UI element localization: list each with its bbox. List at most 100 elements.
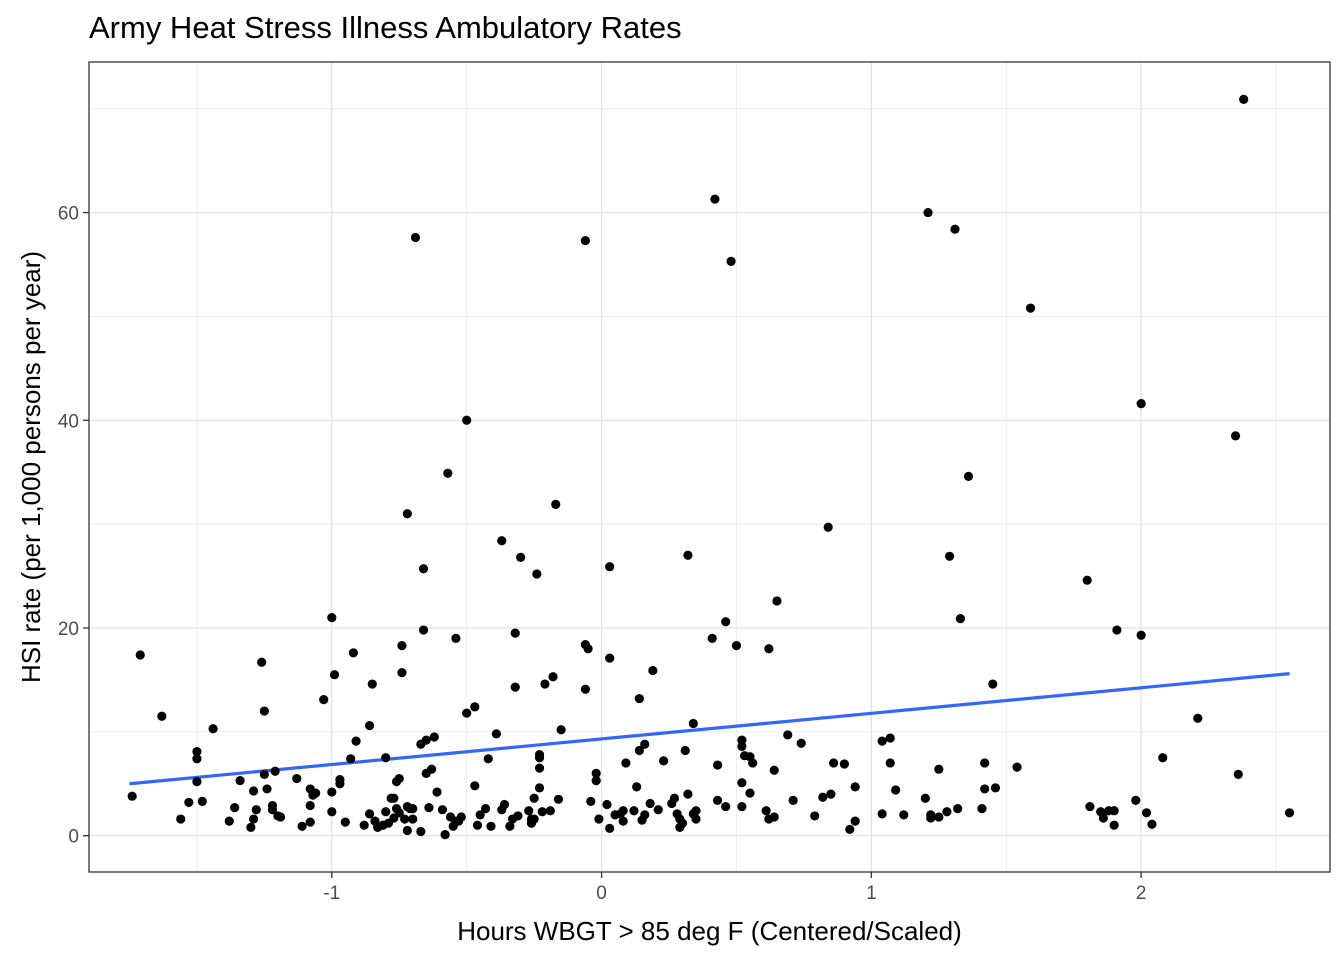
data-point xyxy=(748,758,758,768)
data-point xyxy=(677,818,688,828)
data-point xyxy=(480,804,491,814)
data-point xyxy=(602,799,612,810)
data-point xyxy=(629,806,639,816)
data-point xyxy=(389,793,399,803)
data-point xyxy=(591,776,601,786)
data-point xyxy=(246,822,256,832)
data-point xyxy=(605,823,615,833)
chart-title: Army Heat Stress Illness Ambulatory Rate… xyxy=(89,10,682,45)
data-point xyxy=(491,729,501,739)
data-point xyxy=(327,807,337,817)
data-point xyxy=(208,724,218,734)
y-tick-label: 60 xyxy=(58,204,79,225)
data-point xyxy=(510,682,520,692)
data-point xyxy=(945,551,955,561)
data-point xyxy=(829,758,839,768)
data-point xyxy=(418,625,429,635)
data-point xyxy=(270,766,280,776)
data-point xyxy=(618,816,628,826)
data-point xyxy=(680,745,690,756)
data-point xyxy=(745,788,755,798)
x-tick-label: 2 xyxy=(1136,883,1147,904)
data-point xyxy=(364,809,375,819)
data-point xyxy=(540,679,550,689)
data-point xyxy=(1025,303,1036,313)
data-point xyxy=(1233,769,1243,779)
data-point xyxy=(235,776,245,786)
data-point xyxy=(548,672,558,682)
data-point xyxy=(707,633,717,643)
x-tick-label: -1 xyxy=(323,883,340,904)
data-point xyxy=(176,814,186,824)
data-point xyxy=(769,812,779,822)
data-point xyxy=(513,811,523,821)
x-tick-label: 1 xyxy=(866,883,877,904)
data-point xyxy=(421,735,431,745)
data-point xyxy=(953,804,963,814)
data-point xyxy=(248,786,259,796)
data-point xyxy=(397,668,407,678)
data-point xyxy=(340,817,350,827)
data-point xyxy=(359,820,369,830)
data-point xyxy=(456,812,466,822)
data-point xyxy=(683,789,693,799)
data-point xyxy=(305,817,315,827)
minor-gridlines xyxy=(89,62,1330,872)
data-point xyxy=(764,644,774,654)
data-point xyxy=(712,760,723,770)
data-point xyxy=(980,784,990,794)
data-point xyxy=(462,415,472,425)
data-point xyxy=(416,826,426,837)
data-point xyxy=(157,711,167,721)
data-point xyxy=(251,805,261,815)
data-point xyxy=(634,693,644,704)
data-point xyxy=(1230,431,1241,441)
data-point xyxy=(335,774,345,785)
data-point xyxy=(645,798,655,809)
data-point xyxy=(721,617,731,627)
data-point xyxy=(364,720,375,731)
data-point xyxy=(769,765,779,775)
data-point xyxy=(443,468,453,478)
data-point xyxy=(594,814,604,824)
data-point xyxy=(305,800,315,811)
data-point xyxy=(556,725,566,735)
data-point xyxy=(127,791,137,801)
data-point xyxy=(926,810,936,820)
data-point xyxy=(1239,94,1249,104)
data-point xyxy=(505,821,515,831)
data-point xyxy=(640,739,650,749)
data-point xyxy=(877,809,887,819)
data-point xyxy=(534,783,545,793)
data-point xyxy=(783,730,793,740)
data-point xyxy=(192,754,202,764)
data-point xyxy=(472,820,483,830)
data-point xyxy=(418,564,429,574)
data-point xyxy=(248,814,259,824)
data-point xyxy=(346,754,356,764)
data-point xyxy=(988,679,998,689)
data-point xyxy=(710,194,720,204)
data-point xyxy=(1158,753,1168,763)
data-point xyxy=(1112,625,1122,635)
data-point xyxy=(634,745,644,756)
data-point xyxy=(885,733,895,743)
data-point xyxy=(381,753,391,763)
data-point xyxy=(810,811,820,821)
data-point xyxy=(955,614,965,624)
y-tick-label: 20 xyxy=(58,619,79,640)
data-point xyxy=(632,782,642,792)
data-point xyxy=(640,810,650,820)
data-point xyxy=(1012,762,1022,772)
data-point xyxy=(737,801,747,812)
data-point xyxy=(402,509,412,519)
data-point xyxy=(721,801,731,812)
data-point xyxy=(510,628,520,638)
data-point xyxy=(726,256,736,266)
data-point xyxy=(259,706,269,716)
data-point xyxy=(1109,820,1119,830)
data-point xyxy=(432,787,442,797)
data-point xyxy=(891,785,901,795)
data-point xyxy=(845,824,855,835)
